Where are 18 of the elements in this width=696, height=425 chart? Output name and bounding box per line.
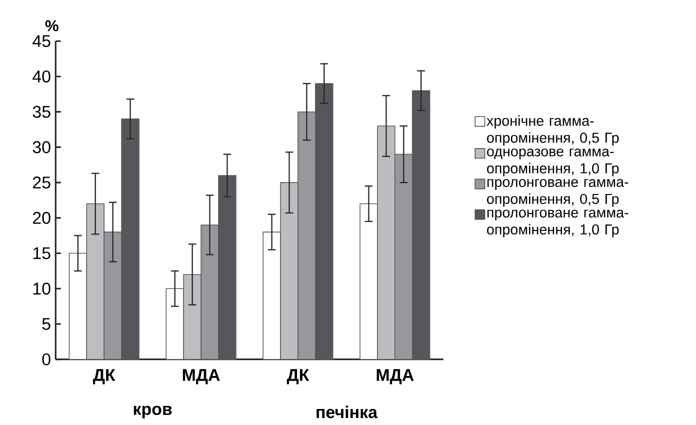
x-tick-label: МДА [376,369,414,384]
x-tick-label: ДК [93,369,116,384]
y-tick-label: 45 [32,35,50,48]
legend-label: пролонговане гамма-опромінення, 1,0 Гр [487,210,628,238]
text: печінка [316,406,378,418]
y-tick-label: 5 [42,318,50,330]
y-tick-label: 25 [33,176,50,189]
y-tick-label: 30 [32,141,50,154]
y-tick-label: 35 [32,106,50,118]
y-tick-label: 20 [33,212,50,224]
y-axis-title: % [45,20,58,32]
x-tick-label: МДА [182,369,220,384]
y-tick-label: 15 [33,247,50,260]
x-tick-label: ДК [286,369,310,384]
y-tick-label: 10 [33,282,50,295]
y-tick-label: 40 [32,70,50,83]
text: кров [134,406,172,418]
y-tick-label: 0 [42,353,50,366]
